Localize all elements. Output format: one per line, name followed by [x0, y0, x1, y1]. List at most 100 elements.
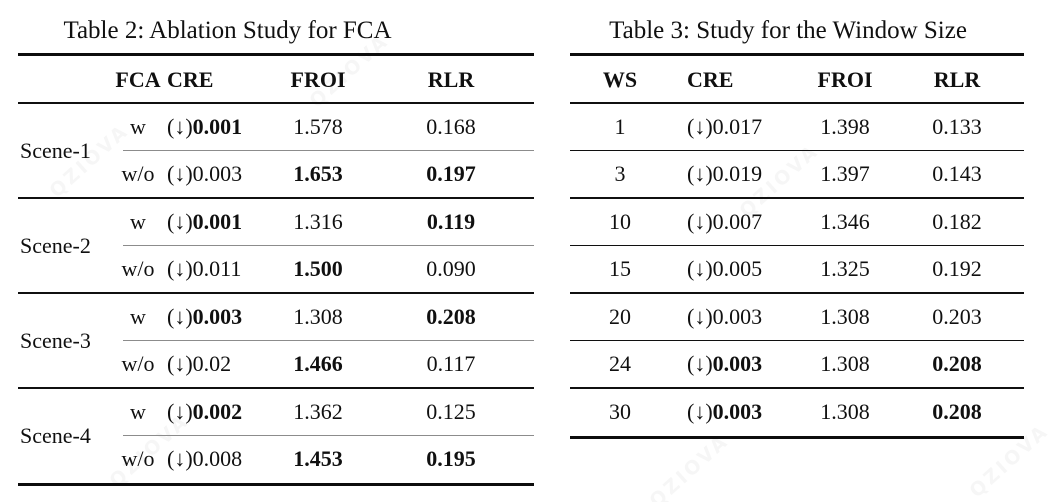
froi-value: 1.346: [820, 208, 870, 234]
rlr-value: 0.119: [426, 208, 476, 234]
table2-caption: Table 2: Ablation Study for FCA: [63, 17, 392, 44]
rlr-value: 0.208: [426, 303, 476, 329]
table2-group-scene-4: Scene-4 w (↓)0.002 1.362 0.125 w/o (↓)0.…: [18, 388, 534, 483]
table-row: 1 (↓)0.017 1.398 0.133: [570, 103, 1024, 151]
table3-header-cre: CRE: [687, 66, 734, 92]
cre-cell: (↓)0.007: [670, 209, 800, 235]
group-mid-rule: [123, 244, 534, 246]
froi-value: 1.500: [293, 256, 343, 282]
rlr-value: 0.133: [932, 113, 982, 139]
cre-cell: (↓)0.001: [163, 209, 268, 235]
froi-value: 1.653: [293, 161, 343, 187]
table-row: w/o (↓)0.003 1.653 0.197: [18, 151, 534, 199]
froi-value: 1.466: [293, 351, 343, 377]
fca-cell: w/o: [121, 446, 155, 472]
down-arrow-prefix: (↓): [687, 256, 713, 282]
table2-group-scene-2: Scene-2 w (↓)0.001 1.316 0.119 w/o (↓)0.…: [18, 198, 534, 294]
down-arrow-prefix: (↓): [167, 446, 193, 472]
table2-group-scene-3: Scene-3 w (↓)0.003 1.308 0.208 w/o (↓)0.…: [18, 293, 534, 389]
cre-cell: (↓)0.003: [163, 304, 268, 330]
down-arrow-prefix: (↓): [687, 398, 713, 424]
table-row: 30 (↓)0.003 1.308 0.208: [570, 388, 1024, 436]
cre-value: 0.007: [712, 208, 763, 234]
fca-cell: w/o: [121, 256, 155, 282]
scene-label: Scene-4: [20, 422, 91, 448]
scene-label: Scene-1: [20, 137, 91, 163]
down-arrow-prefix: (↓): [687, 161, 713, 187]
group-mid-rule: [123, 339, 534, 341]
scene-label: Scene-2: [20, 232, 91, 258]
rlr-value: 0.203: [932, 303, 982, 329]
ws-value: 1: [614, 113, 626, 139]
froi-value: 1.362: [293, 398, 343, 424]
table-row: w (↓)0.002 1.362 0.125: [18, 388, 534, 436]
cre-value: 0.003: [712, 303, 763, 329]
table-row: w (↓)0.003 1.308 0.208: [18, 293, 534, 341]
rlr-value: 0.197: [426, 161, 476, 187]
table3-header-ws: WS: [602, 66, 638, 92]
down-arrow-prefix: (↓): [687, 113, 713, 139]
rlr-value: 0.168: [426, 113, 476, 139]
cre-value: 0.02: [192, 351, 232, 377]
down-arrow-prefix: (↓): [687, 351, 713, 377]
table3-header-rlr: RLR: [933, 66, 981, 92]
cre-value: 0.005: [712, 256, 763, 282]
down-arrow-prefix: (↓): [167, 256, 193, 282]
froi-value: 1.308: [820, 398, 870, 424]
group-mid-rule: [123, 149, 534, 151]
ws-value: 15: [609, 256, 631, 282]
table-row: w (↓)0.001 1.578 0.168: [18, 103, 534, 151]
fca-cell: w/o: [121, 351, 155, 377]
table-row: 15 (↓)0.005 1.325 0.192: [570, 246, 1024, 294]
cre-cell: (↓)0.002: [163, 399, 268, 425]
scene-label: Scene-3: [20, 327, 91, 353]
froi-value: 1.308: [820, 351, 870, 377]
cre-cell: (↓)0.003: [163, 161, 268, 187]
fca-cell: w: [130, 303, 146, 329]
rlr-value: 0.208: [932, 351, 982, 377]
table2-header-rlr: RLR: [427, 66, 475, 92]
table2-header-cre: CRE: [167, 66, 214, 92]
cre-cell: (↓)0.008: [163, 446, 268, 472]
rlr-value: 0.195: [426, 446, 476, 472]
froi-value: 1.308: [293, 303, 343, 329]
cre-cell: (↓)0.02: [163, 351, 268, 377]
table2-header-row: FCA CRE FROI RLR: [18, 56, 534, 104]
cre-value: 0.003: [192, 303, 243, 329]
fca-cell: w: [130, 208, 146, 234]
fca-cell: w/o: [121, 161, 155, 187]
table-row: 3 (↓)0.019 1.397 0.143: [570, 151, 1024, 199]
table-row: w (↓)0.001 1.316 0.119: [18, 198, 534, 246]
rlr-value: 0.117: [426, 351, 476, 377]
table2-header-fca: FCA: [115, 66, 161, 92]
table3-header-froi: FROI: [817, 66, 873, 92]
froi-value: 1.578: [293, 113, 343, 139]
table3-header-row: WS CRE FROI RLR: [570, 56, 1024, 104]
froi-value: 1.397: [820, 161, 870, 187]
table2-group-scene-1: Scene-1 w (↓)0.001 1.578 0.168 w/o (↓)0.…: [18, 103, 534, 199]
table-row: 10 (↓)0.007 1.346 0.182: [570, 198, 1024, 246]
down-arrow-prefix: (↓): [167, 208, 193, 234]
down-arrow-prefix: (↓): [167, 303, 193, 329]
froi-value: 1.308: [820, 303, 870, 329]
ws-value: 10: [609, 208, 631, 234]
table-row: w/o (↓)0.008 1.453 0.195: [18, 436, 534, 484]
froi-value: 1.316: [293, 208, 343, 234]
cre-cell: (↓)0.019: [670, 161, 800, 187]
cre-cell: (↓)0.011: [163, 256, 268, 282]
ws-value: 30: [609, 398, 631, 424]
rlr-value: 0.192: [932, 256, 982, 282]
group-mid-rule: [123, 434, 534, 436]
froi-value: 1.325: [820, 256, 870, 282]
down-arrow-prefix: (↓): [167, 113, 193, 139]
cre-cell: (↓)0.005: [670, 256, 800, 282]
ws-value: 20: [609, 303, 631, 329]
cre-cell: (↓)0.003: [670, 399, 800, 425]
table2-header-froi: FROI: [290, 66, 346, 92]
ws-value: 3: [614, 161, 626, 187]
ws-value: 24: [609, 351, 631, 377]
down-arrow-prefix: (↓): [167, 398, 193, 424]
fca-cell: w: [130, 113, 146, 139]
cre-value: 0.008: [192, 446, 243, 472]
